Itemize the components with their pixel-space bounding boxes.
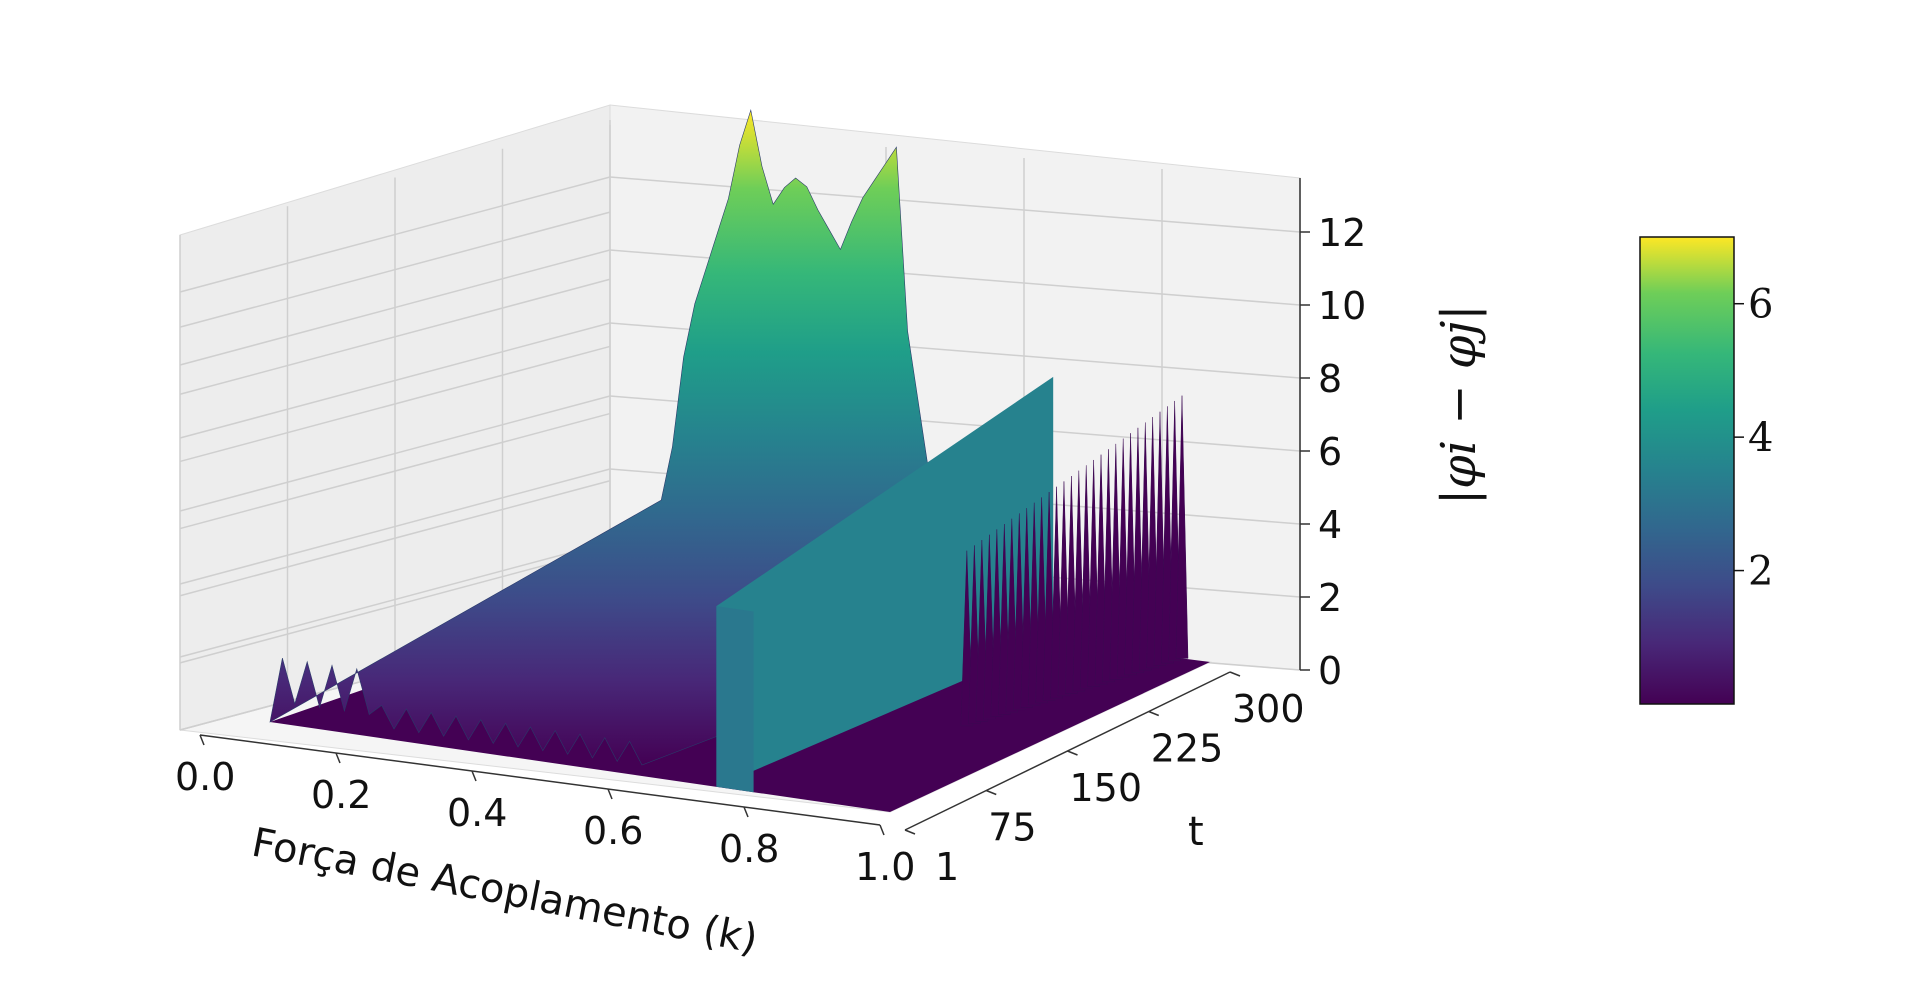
colorbar-tick-label: 4 — [1748, 415, 1773, 461]
x-tick-mark — [335, 752, 341, 764]
x-axis-line — [199, 734, 881, 826]
y-tick-label: 75 — [988, 806, 1036, 850]
x-tick-label: 0.0 — [175, 755, 235, 799]
spike — [1175, 395, 1189, 659]
z-axis-label: |φi − φj| — [1431, 304, 1487, 505]
x-tick-mark — [471, 770, 477, 782]
x-tick-label: 0.8 — [719, 827, 779, 871]
colorbar-gradient — [1639, 236, 1735, 705]
z-tick-label: 10 — [1318, 284, 1366, 328]
colorbar-tick-label: 6 — [1748, 282, 1773, 328]
z-tick-label: 4 — [1318, 503, 1342, 547]
x-tick-mark — [199, 734, 205, 746]
z-tick-label: 0 — [1318, 649, 1342, 693]
y-tick-mark — [1148, 710, 1160, 717]
x-tick-label: 0.4 — [447, 791, 507, 835]
z-tick-label: 12 — [1318, 211, 1366, 255]
z-tick-label: 2 — [1318, 576, 1342, 620]
y-tick-label: 150 — [1070, 766, 1143, 810]
y-axis-label: t — [1188, 809, 1204, 855]
y-tick-mark — [904, 829, 916, 835]
z-ticks: 0 2 4 6 8 10 12 — [1300, 211, 1366, 693]
y-tick-label: 1 — [935, 845, 959, 889]
colorbar-ticks: 2 4 6 — [1734, 282, 1773, 595]
surface-plateau-side — [716, 606, 754, 793]
x-tick-mark — [607, 788, 613, 800]
y-tick-mark — [985, 789, 997, 796]
z-tick-label: 8 — [1318, 357, 1342, 401]
surface — [269, 109, 1210, 812]
y-tick-label: 225 — [1151, 727, 1224, 771]
x-tick-label: 0.2 — [311, 773, 371, 817]
y-tick-label: 300 — [1232, 687, 1305, 731]
y-tick-mark — [1229, 671, 1241, 677]
z-tick-label: 6 — [1318, 430, 1342, 474]
x-tick-label: 1.0 — [855, 845, 915, 889]
x-tick-mark — [743, 806, 749, 818]
colorbar-tick-label: 2 — [1748, 549, 1773, 595]
x-axis-label: Força de Acoplamento (k) — [248, 820, 761, 963]
colorbar: 2 4 6 — [1639, 236, 1773, 705]
surface-spikes — [960, 395, 1189, 727]
x-tick-label: 0.6 — [583, 809, 643, 853]
x-tick-mark — [879, 824, 885, 836]
x-ticks: 0.0 0.2 0.4 0.6 0.8 1.0 — [175, 734, 915, 889]
surface-plateau — [716, 376, 1054, 787]
y-tick-mark — [1067, 750, 1078, 756]
